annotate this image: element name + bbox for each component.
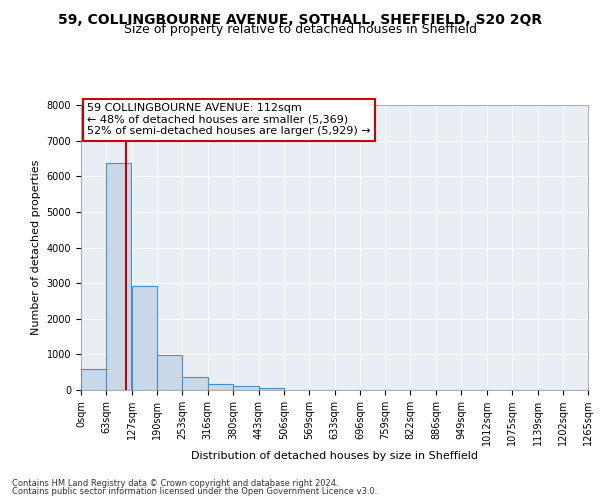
Bar <box>157 356 182 390</box>
Bar <box>106 163 131 390</box>
Text: Contains HM Land Registry data © Crown copyright and database right 2024.: Contains HM Land Registry data © Crown c… <box>12 478 338 488</box>
Bar <box>259 388 284 390</box>
Y-axis label: Number of detached properties: Number of detached properties <box>31 160 41 335</box>
X-axis label: Distribution of detached houses by size in Sheffield: Distribution of detached houses by size … <box>191 451 478 461</box>
Text: 59, COLLINGBOURNE AVENUE, SOTHALL, SHEFFIELD, S20 2QR: 59, COLLINGBOURNE AVENUE, SOTHALL, SHEFF… <box>58 12 542 26</box>
Text: 59 COLLINGBOURNE AVENUE: 112sqm
← 48% of detached houses are smaller (5,369)
52%: 59 COLLINGBOURNE AVENUE: 112sqm ← 48% of… <box>87 103 371 136</box>
Bar <box>233 386 259 390</box>
Bar <box>182 377 208 390</box>
Text: Size of property relative to detached houses in Sheffield: Size of property relative to detached ho… <box>124 22 476 36</box>
Bar <box>132 286 157 390</box>
Bar <box>81 370 106 390</box>
Bar <box>208 384 233 390</box>
Text: Contains public sector information licensed under the Open Government Licence v3: Contains public sector information licen… <box>12 487 377 496</box>
